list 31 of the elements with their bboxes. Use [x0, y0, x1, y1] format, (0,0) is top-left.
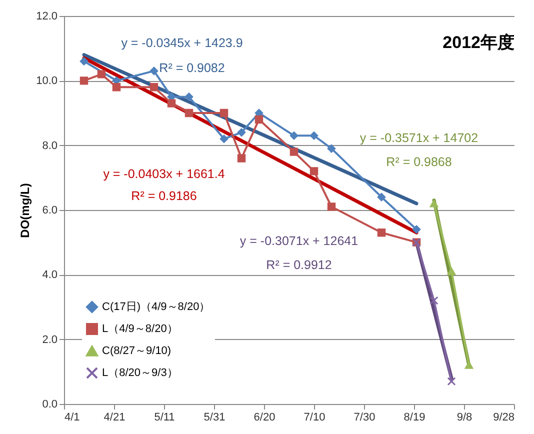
y-tick-label: 6.0	[42, 204, 58, 216]
text: 2012年度	[442, 33, 514, 52]
x-tick-label: 5/31	[204, 412, 226, 424]
annotation: y = -0.0345x + 1423.9	[121, 36, 243, 50]
y-tick-label: 4.0	[42, 269, 58, 282]
y-tick-label: 8.0	[42, 140, 58, 152]
x-tick-label: 4/1	[64, 412, 80, 424]
legend-label: L（8/20～9/3）	[102, 367, 178, 379]
y-tick-label: 2.0	[42, 334, 58, 346]
y-tick-label: 10.0	[36, 75, 58, 88]
x-tick-label: 9/28	[493, 412, 514, 424]
x-tick-label: 7/30	[354, 412, 376, 424]
annotation: y = -0.3571x + 14702	[360, 131, 478, 145]
y-tick-label: 12.0	[36, 10, 58, 22]
y-axis-title: DO(mg/L)	[18, 183, 32, 238]
x-tick-label: 6/20	[254, 412, 276, 424]
annotation: y = -0.3071x + 12641	[240, 234, 358, 248]
x-tick-label: 4/21	[104, 412, 126, 424]
y-tick-label: 0.0	[42, 398, 58, 410]
x-tick-label: 5/11	[154, 412, 175, 424]
x-tick-label: 9/8	[456, 412, 472, 424]
annotation: R² = 0.9082	[159, 61, 225, 75]
legend-label: L（4/9～8/20）	[102, 323, 178, 335]
x-tick-label: 7/10	[304, 412, 326, 424]
annotation: R² = 0.9186	[131, 189, 197, 203]
annotation: R² = 0.9868	[386, 155, 452, 169]
annotation: y = -0.0403x + 1661.4	[103, 167, 225, 181]
legend-label: C(17日)（4/9～8/20）	[102, 301, 210, 313]
x-tick-label: 8/19	[404, 412, 426, 424]
annotation: R² = 0.9912	[266, 258, 332, 272]
legend-label: C(8/27～9/10)	[102, 345, 172, 357]
